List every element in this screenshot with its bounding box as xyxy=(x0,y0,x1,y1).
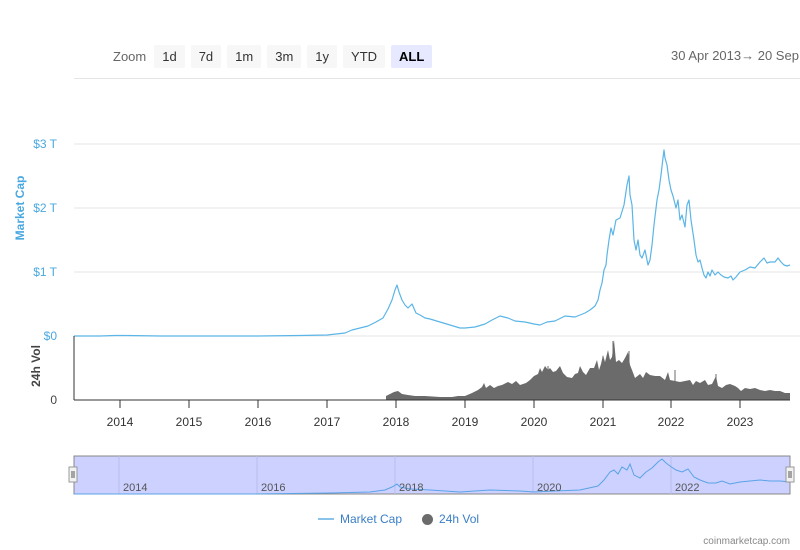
x-tick-2014: 2014 xyxy=(107,415,134,429)
svg-text:2022: 2022 xyxy=(675,482,699,494)
x-tick-2021: 2021 xyxy=(590,415,617,429)
navigator-labels: 2014 2016 2018 2020 2022 xyxy=(123,482,699,494)
zoom-7d-button[interactable]: 7d xyxy=(190,45,222,68)
market-cap-line xyxy=(74,149,791,337)
x-tick-2015: 2015 xyxy=(176,415,203,429)
zoom-1m-button[interactable]: 1m xyxy=(227,45,262,68)
navigator-handle-right[interactable] xyxy=(785,466,795,483)
date-range: 30 Apr 2013→ 20 Sep xyxy=(671,48,799,63)
y-axis-title-volume: 24h Vol xyxy=(29,345,43,387)
divider xyxy=(74,78,800,79)
legend-item-market-cap[interactable]: Market Cap xyxy=(318,512,402,526)
y-tick-3t: $3 T xyxy=(33,137,57,151)
zoom-label: Zoom xyxy=(113,49,147,64)
credits-link[interactable]: coinmarketcap.com xyxy=(703,536,790,547)
svg-text:2016: 2016 xyxy=(261,482,285,494)
y-tick-vol-0: 0 xyxy=(50,393,57,407)
y-tick-2t: $2 T xyxy=(33,201,57,215)
svg-text:2018: 2018 xyxy=(399,482,423,494)
zoom-3m-button[interactable]: 3m xyxy=(267,45,302,68)
x-tick-2020: 2020 xyxy=(521,415,548,429)
navigator-series xyxy=(74,458,791,495)
dot-icon xyxy=(422,513,434,525)
x-tick-2022: 2022 xyxy=(658,415,685,429)
navigator[interactable]: 2014 2016 2018 2020 2022 xyxy=(68,455,795,495)
svg-text:2020: 2020 xyxy=(537,482,561,494)
y-axis-labels: $3 T $2 T $1 T $0 xyxy=(33,137,57,343)
x-tick-2023: 2023 xyxy=(727,415,754,429)
legend: Market Cap 24h Vol xyxy=(318,512,479,526)
y-axis-title-market-cap: Market Cap xyxy=(13,176,27,241)
zoom-1y-button[interactable]: 1y xyxy=(307,45,338,68)
navigator-handle-left[interactable] xyxy=(68,466,78,483)
x-tick-2017: 2017 xyxy=(314,415,341,429)
x-axis-labels: 2014 2015 2016 2017 2018 2019 2020 2021 … xyxy=(107,415,754,429)
line-icon xyxy=(318,518,334,520)
gridlines xyxy=(74,143,800,337)
x-tick-2018: 2018 xyxy=(383,415,410,429)
legend-item-volume[interactable]: 24h Vol xyxy=(422,512,479,526)
x-tick-2019: 2019 xyxy=(452,415,479,429)
zoom-selector: Zoom 1d 7d 1m 3m 1y YTD ALL xyxy=(113,45,433,68)
x-tick-2016: 2016 xyxy=(245,415,272,429)
volume-bars xyxy=(386,340,790,400)
y-tick-1t: $1 T xyxy=(33,265,57,279)
svg-text:2014: 2014 xyxy=(123,482,147,494)
y-tick-0: $0 xyxy=(44,329,58,343)
x-axis-ticks xyxy=(119,400,741,408)
zoom-all-button[interactable]: ALL xyxy=(391,45,433,68)
zoom-1d-button[interactable]: 1d xyxy=(154,45,185,68)
zoom-ytd-button[interactable]: YTD xyxy=(343,45,386,68)
volume-spikes xyxy=(547,341,717,400)
